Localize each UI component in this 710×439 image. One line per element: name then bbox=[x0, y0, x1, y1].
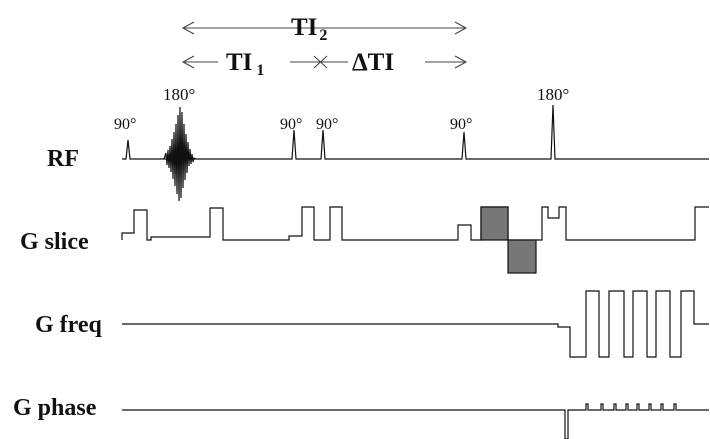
rf-row-label: RF bbox=[47, 146, 79, 172]
pulse-label-90-third: 90° bbox=[316, 116, 338, 133]
rf-waveform bbox=[122, 104, 709, 160]
ti1-label: TI 1 bbox=[226, 49, 264, 79]
pulse-label-180-second: 180° bbox=[537, 85, 569, 104]
g-phase-waveform bbox=[122, 403, 709, 439]
rf-adiabatic-pulse bbox=[163, 106, 197, 202]
g-freq-row-label: G freq bbox=[35, 312, 103, 338]
pulse-label-90-first: 90° bbox=[114, 116, 136, 133]
ti2-label: TI 2 bbox=[291, 14, 327, 44]
ti1-arrow bbox=[181, 55, 320, 69]
g-slice-shaded-lobe-negative bbox=[507, 239, 537, 274]
delta-ti-arrow bbox=[320, 55, 468, 69]
g-slice-shaded-lobe-positive bbox=[480, 206, 509, 241]
g-freq-waveform bbox=[122, 290, 709, 358]
g-phase-row-label: G phase bbox=[13, 395, 97, 421]
pulse-label-90-second: 90° bbox=[280, 116, 302, 133]
delta-ti-label: ΔTI bbox=[352, 49, 394, 76]
g-slice-waveform bbox=[121, 206, 709, 241]
pulse-label-180-first: 180° bbox=[163, 85, 195, 104]
pulse-label-90-fourth: 90° bbox=[450, 116, 472, 133]
ti2-arrow bbox=[181, 21, 468, 35]
g-slice-row-label: G slice bbox=[20, 229, 89, 255]
